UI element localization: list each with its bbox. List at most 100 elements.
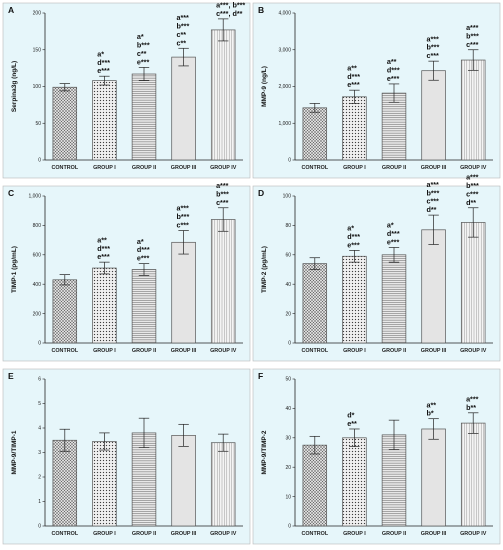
panel-d-bar [460, 222, 486, 344]
panel-f-category-label: GROUP III [421, 531, 447, 537]
panel-e-bar [52, 439, 78, 527]
panel-b-significance-label: e*** [387, 74, 400, 83]
panel-b-significance-label: e*** [347, 80, 360, 89]
panel-c-significance-label: a* [137, 237, 144, 246]
panel-c-y-axis-label: TIMP-1 (pg/mL) [11, 246, 18, 293]
panel-f-significance-label: e** [347, 419, 357, 428]
panel-f-significance-label: a*** [466, 394, 479, 403]
panel-e-y-tick-label: 3 [38, 450, 41, 456]
panel-d-bar [381, 254, 407, 344]
panel-c-significance-label: c*** [176, 221, 189, 230]
panel-e-bar [171, 435, 196, 527]
panel-c: C 0 200 400 600 800 1,000 TIMP-1 (pg/mL) CONTROL… [2, 181, 251, 362]
panel-a-y-tick-label: 50 [35, 121, 41, 127]
panel-b-category-label: GROUP IV [460, 165, 487, 171]
panel-d-significance-label: b*** [426, 188, 439, 197]
panel-f-bar [421, 428, 446, 527]
panel-c-bar [52, 279, 78, 344]
panel-f-y-axis-label: MMP-9/TIMP-2 [261, 430, 268, 474]
panel-a-y-tick-label: 0 [38, 158, 41, 164]
panel-b-bar [421, 70, 446, 161]
panel-d-significance-label: d*** [347, 232, 360, 241]
panel-d-significance-label: e*** [347, 240, 360, 249]
panel-f-y-tick-label: 0 [288, 524, 291, 530]
panel-a-significance-label: a* [137, 32, 144, 41]
panel-c-category-label: GROUP I [93, 348, 116, 354]
panel-c-letter: C [8, 188, 14, 198]
panel-c-category-label: GROUP II [132, 348, 157, 354]
panel-f-y-tick-label: 10 [285, 494, 291, 500]
panel-d-significance-label: d** [466, 198, 476, 207]
panel-a-bar [131, 73, 157, 161]
panel-f-significance-label: a** [426, 400, 436, 409]
panel-f-background [252, 368, 501, 545]
panel-f-category-label: GROUP II [382, 531, 407, 537]
panel-b-bar [381, 92, 407, 161]
panel-d-significance-label: a* [347, 224, 354, 233]
panel-e-y-tick-label: 2 [38, 475, 41, 481]
panel-a-significance-label: c***, d** [216, 9, 243, 18]
panel-a-background [2, 2, 251, 179]
panel-e-category-label: GROUP IV [210, 531, 237, 537]
panel-f-bar [342, 437, 367, 527]
panel-e-category-label: GROUP II [132, 531, 157, 537]
panel-f-y-tick-label: 50 [285, 377, 291, 383]
panel-d-significance-label: e*** [387, 237, 400, 246]
panel-a-significance-label: e*** [97, 66, 110, 75]
panel-d-y-axis-label: TIMP-2 (pg/mL) [261, 246, 268, 293]
panel-e: E 0 1 2 3 4 5 6 MMP-9/TIMP-1 CONTROL GROUP I GROUP … [2, 368, 251, 545]
panel-d-y-tick-label: 80 [285, 223, 291, 229]
panel-d-letter: D [258, 188, 264, 198]
panel-b-significance-label: b*** [466, 31, 479, 40]
panel-c-y-tick-label: 1,000 [28, 194, 41, 200]
panel-c-significance-label: c*** [216, 198, 229, 207]
panel-f-letter: F [258, 371, 263, 381]
panel-c-significance-label: b*** [216, 189, 229, 198]
panel-d-category-label: GROUP III [421, 348, 447, 354]
panel-e-bar [92, 441, 117, 527]
panel-b-bar [302, 107, 328, 161]
panel-a-significance-label: e*** [137, 57, 150, 66]
panel-d-category-label: GROUP IV [460, 348, 487, 354]
panel-e-y-tick-label: 0 [38, 524, 41, 530]
panel-a-significance-label: a* [97, 49, 104, 58]
panel-d-y-tick-label: 40 [285, 282, 291, 288]
panel-a-y-axis-label: Serpina3g (ng/L) [11, 61, 18, 112]
panel-c-significance-label: d*** [97, 244, 110, 253]
panel-b-bar [460, 59, 486, 161]
panel-c-significance-label: a*** [216, 181, 229, 190]
panel-a-y-tick-label: 200 [33, 11, 42, 17]
panel-b-significance-label: a** [387, 57, 397, 66]
panel-b-y-tick-label: 0 [288, 158, 291, 164]
panel-f-y-tick-label: 40 [285, 406, 291, 412]
panel-f-significance-label: d* [347, 411, 354, 420]
panel-f: F 0 10 20 30 40 50 MMP-9/TIMP-2 CONTROL d*e** GROU… [252, 368, 501, 545]
panel-d-significance-label: a* [387, 221, 394, 230]
panel-e-background [2, 368, 251, 545]
panel-c-bar [92, 267, 117, 344]
panel-b-letter: B [258, 5, 264, 15]
panel-d-significance-label: c*** [426, 197, 439, 206]
panel-b-y-tick-label: 2,000 [278, 84, 291, 90]
panel-e-y-tick-label: 1 [38, 499, 41, 505]
panel-e-y-tick-label: 6 [38, 377, 41, 383]
panel-c-significance-label: a** [97, 235, 107, 244]
panel-e-letter: E [8, 371, 14, 381]
panel-d-background [252, 185, 501, 362]
panel-a-bar [52, 86, 78, 161]
panel-b-significance-label: c*** [426, 51, 439, 60]
panel-d-significance-label: d*** [387, 229, 400, 238]
panel-c-significance-label: e*** [137, 254, 150, 263]
panel-e-y-tick-label: 4 [38, 426, 41, 432]
panel-d-significance-label: a*** [426, 180, 439, 189]
panel-d-category-label: GROUP I [343, 348, 366, 354]
panel-d-category-label: GROUP II [382, 348, 407, 354]
panel-a-significance-label: c** [176, 30, 186, 39]
panel-e-y-tick-label: 5 [38, 401, 41, 407]
panel-a-significance-label: c** [137, 49, 147, 58]
panel-a-significance-label: b*** [176, 21, 189, 30]
